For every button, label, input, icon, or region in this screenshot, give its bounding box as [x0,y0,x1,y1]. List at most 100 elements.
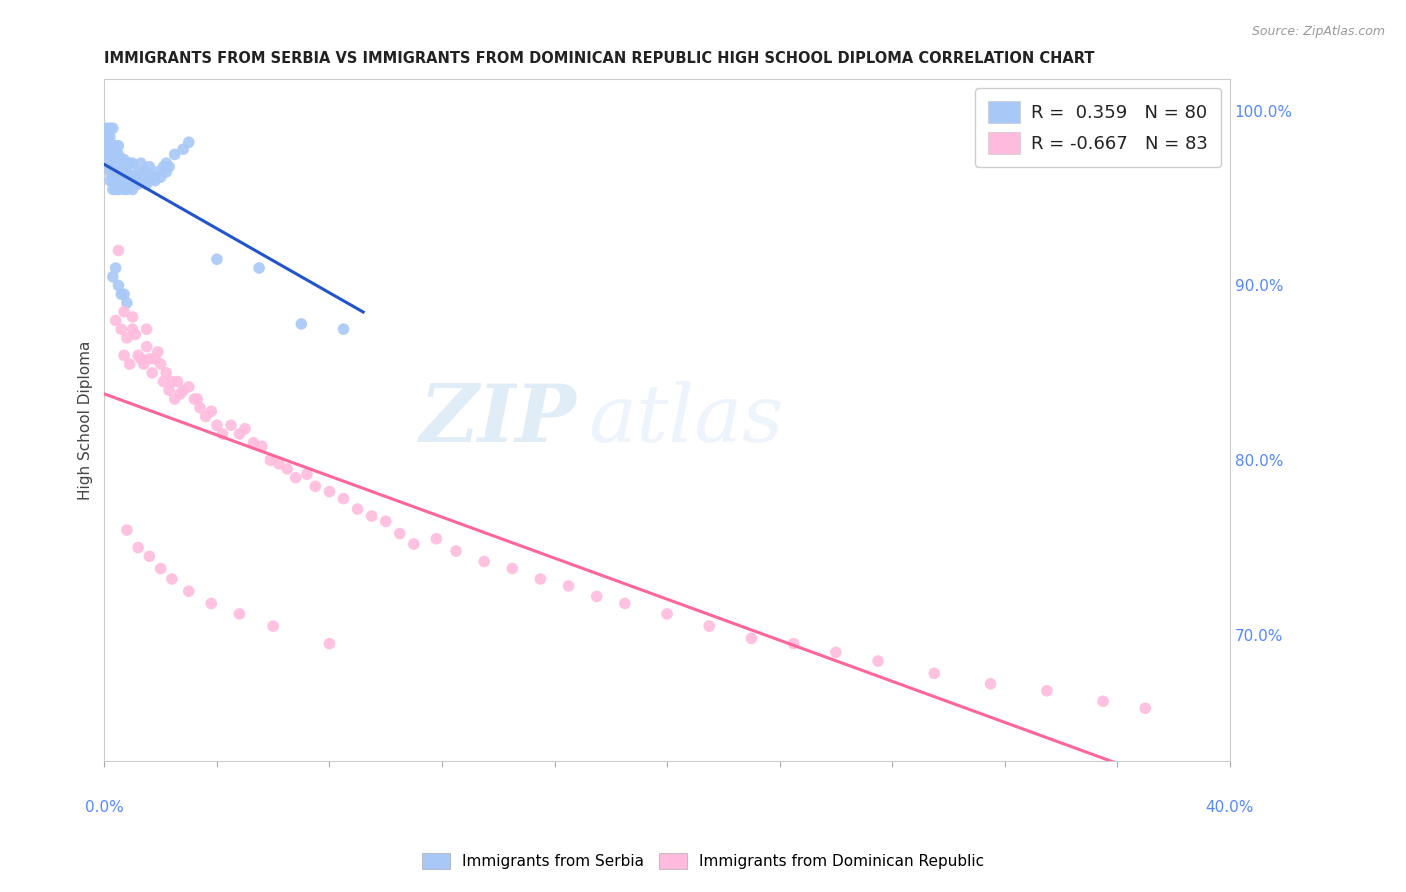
Point [138,160,160,174]
Point [155,165,177,179]
Point [247,260,270,275]
Point [127,348,149,362]
Point [104,174,127,188]
Point [118,156,141,170]
Point [824,645,846,659]
Point [96,147,118,161]
Point [141,170,163,185]
Point [585,590,607,604]
Point [112,153,135,167]
Point [177,380,200,394]
Point [121,182,143,196]
Point [163,147,186,161]
Point [188,401,211,415]
Point [276,462,298,476]
Point [127,177,149,191]
Point [149,357,172,371]
Point [138,549,160,564]
Point [112,287,135,301]
Point [101,182,124,196]
Point [115,296,138,310]
Point [98,174,121,188]
Point [697,619,720,633]
Point [425,532,447,546]
Point [138,351,160,366]
Point [107,156,129,170]
Point [1036,683,1059,698]
Point [107,147,129,161]
Point [127,541,149,555]
Point [101,147,124,161]
Point [98,138,121,153]
Point [98,165,121,179]
Point [121,310,143,324]
Point [152,375,174,389]
Point [124,327,146,342]
Point [101,165,124,179]
Point [96,121,118,136]
Point [115,165,138,179]
Point [104,138,127,153]
Text: 40.0%: 40.0% [1205,799,1254,814]
Point [402,537,425,551]
Point [346,502,368,516]
Point [121,156,143,170]
Point [135,177,157,191]
Point [163,392,186,406]
Point [101,138,124,153]
Point [655,607,678,621]
Point [211,427,233,442]
Point [121,322,143,336]
Point [205,418,228,433]
Text: 0.0%: 0.0% [84,799,124,814]
Point [290,317,312,331]
Point [924,666,946,681]
Point [228,607,250,621]
Point [782,637,804,651]
Point [124,177,146,191]
Point [110,287,132,301]
Point [101,121,124,136]
Point [135,322,157,336]
Point [143,174,166,188]
Point [200,404,222,418]
Point [107,182,129,196]
Point [233,422,256,436]
Point [110,170,132,185]
Legend: Immigrants from Serbia, Immigrants from Dominican Republic: Immigrants from Serbia, Immigrants from … [416,847,990,875]
Legend: R =  0.359   N = 80, R = -0.667   N = 83: R = 0.359 N = 80, R = -0.667 N = 83 [976,88,1220,167]
Point [115,182,138,196]
Point [1135,701,1157,715]
Point [157,160,180,174]
Point [267,457,290,471]
Point [304,479,326,493]
Point [157,384,180,398]
Point [146,344,169,359]
Point [141,366,163,380]
Point [98,160,121,174]
Point [112,182,135,196]
Point [107,165,129,179]
Point [177,135,200,149]
Point [112,348,135,362]
Point [98,130,121,145]
Point [146,165,169,179]
Point [104,147,127,161]
Y-axis label: High School Diploma: High School Diploma [79,341,93,500]
Point [155,366,177,380]
Point [96,138,118,153]
Point [557,579,579,593]
Point [501,561,523,575]
Point [160,572,183,586]
Point [135,165,157,179]
Point [284,470,307,484]
Point [868,654,890,668]
Point [242,435,264,450]
Point [98,153,121,167]
Point [107,244,129,258]
Point [107,138,129,153]
Point [295,467,318,482]
Point [250,439,273,453]
Point [172,384,194,398]
Point [115,174,138,188]
